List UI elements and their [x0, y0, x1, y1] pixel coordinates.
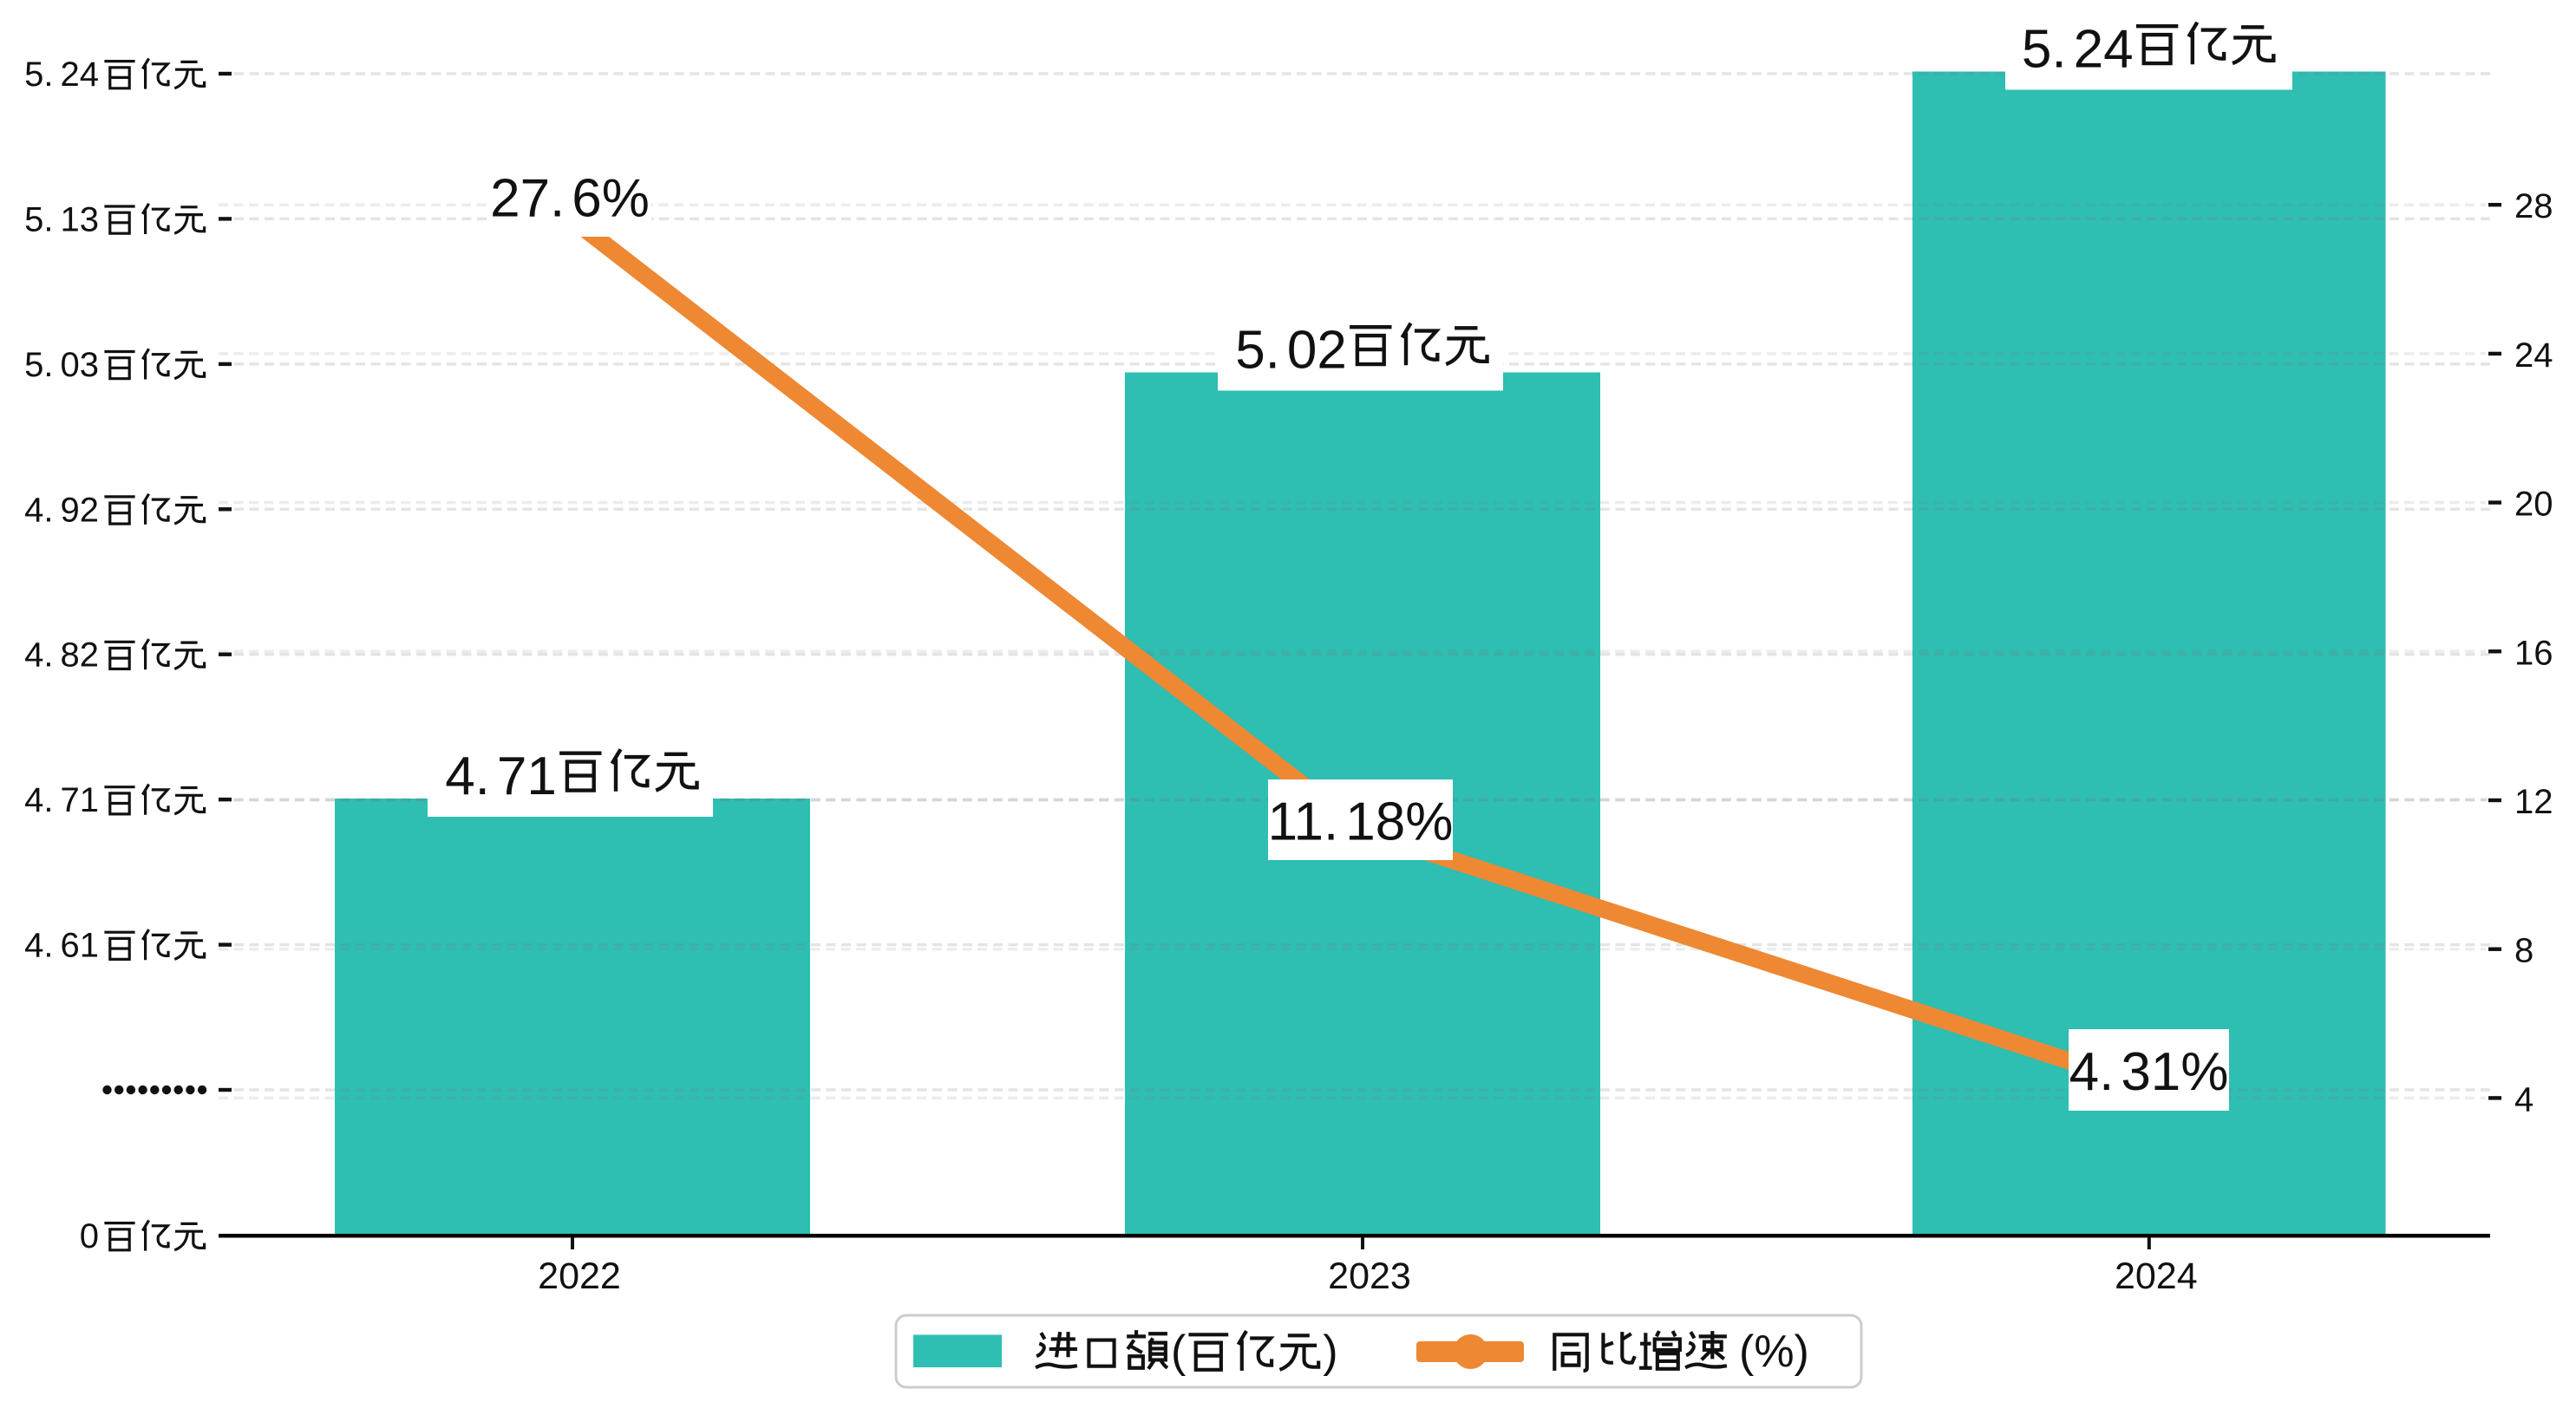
svg-text:0: 0: [80, 1217, 99, 1255]
svg-text:5.02: 5. 02: [1235, 321, 1347, 381]
svg-text:5.24: 5. 24: [24, 55, 99, 94]
svg-text:(%): (%): [1739, 1327, 1809, 1377]
svg-text:12: 12: [2514, 783, 2553, 821]
svg-text:5.24: 5. 24: [2022, 20, 2134, 80]
svg-text:11.18%: 11. 18%: [1268, 792, 1454, 852]
svg-text:2024: 2024: [2115, 1255, 2198, 1297]
svg-text:4.31%: 4. 31%: [2069, 1042, 2229, 1102]
svg-text:5.03: 5. 03: [24, 346, 99, 384]
svg-text:4.82: 4. 82: [24, 636, 99, 675]
svg-text:4.71: 4. 71: [445, 747, 557, 806]
svg-text:4: 4: [2514, 1080, 2534, 1118]
svg-text:(: (: [1171, 1327, 1187, 1377]
svg-text:4.61: 4. 61: [24, 927, 99, 965]
svg-text:5.13: 5. 13: [24, 200, 99, 238]
svg-text:4.92: 4. 92: [24, 491, 99, 529]
svg-text:2022: 2022: [538, 1255, 621, 1297]
svg-text:16: 16: [2514, 634, 2553, 672]
svg-text:): ): [1323, 1327, 1337, 1377]
svg-text:20: 20: [2514, 486, 2553, 524]
svg-text:2023: 2023: [1328, 1255, 1411, 1297]
svg-text:8: 8: [2514, 932, 2534, 970]
svg-text:4.71: 4. 71: [24, 781, 99, 819]
svg-text:24: 24: [2514, 336, 2553, 375]
svg-text:28: 28: [2514, 187, 2553, 225]
